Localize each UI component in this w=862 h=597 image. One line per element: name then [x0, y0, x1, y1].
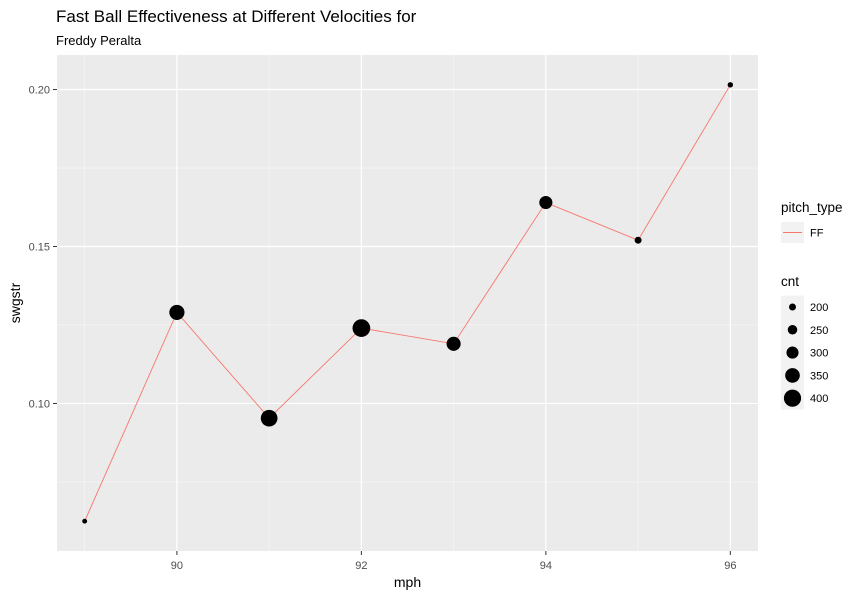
series-line-ff — [84, 84, 731, 522]
data-point — [539, 195, 553, 210]
size-legend-label: 200 — [810, 302, 828, 314]
data-point — [82, 518, 88, 524]
y-axis-ticks: 0.10 0.15 0.20 — [29, 85, 57, 410]
y-tick-label: 0.15 — [29, 241, 50, 253]
grid-minor — [57, 55, 758, 551]
data-point — [446, 336, 461, 351]
size-legend-label: 300 — [810, 348, 828, 360]
size-legend-point — [787, 325, 798, 335]
size-legend-title: cnt — [781, 274, 799, 289]
size-legend-label: 350 — [810, 370, 828, 382]
color-legend-label: FF — [810, 228, 824, 240]
x-tick-label: 90 — [171, 560, 183, 572]
x-tick-label: 92 — [355, 560, 367, 572]
y-tick-label: 0.10 — [29, 398, 50, 410]
size-legend-label: 250 — [810, 325, 828, 337]
data-point — [634, 236, 642, 244]
chart-title: Fast Ball Effectiveness at Different Vel… — [56, 7, 417, 26]
color-legend-title: pitch_type — [781, 200, 843, 215]
x-axis-title: mph — [394, 574, 421, 590]
size-legend-point — [783, 389, 802, 407]
y-tick-label: 0.20 — [29, 85, 50, 97]
data-point — [727, 82, 734, 88]
x-axis-ticks: 90 92 94 96 — [171, 551, 736, 572]
color-legend: pitch_type FF — [781, 200, 843, 243]
size-legend-label: 400 — [810, 393, 828, 405]
chart-subtitle: Freddy Peralta — [56, 33, 142, 48]
x-tick-label: 94 — [540, 560, 552, 572]
series-lines — [84, 84, 731, 522]
data-point — [352, 319, 371, 337]
size-legend-point — [785, 368, 800, 383]
x-tick-label: 96 — [724, 560, 736, 572]
y-axis-title: swgstr — [7, 282, 23, 323]
data-point — [169, 304, 185, 320]
grid-major — [57, 55, 758, 551]
data-point — [260, 409, 278, 427]
series-points — [82, 82, 734, 524]
size-legend-point — [786, 346, 799, 359]
size-legend: cnt 200 250 300 350 400 — [781, 274, 828, 410]
size-legend-point — [789, 303, 796, 311]
plot-panel — [57, 55, 758, 551]
